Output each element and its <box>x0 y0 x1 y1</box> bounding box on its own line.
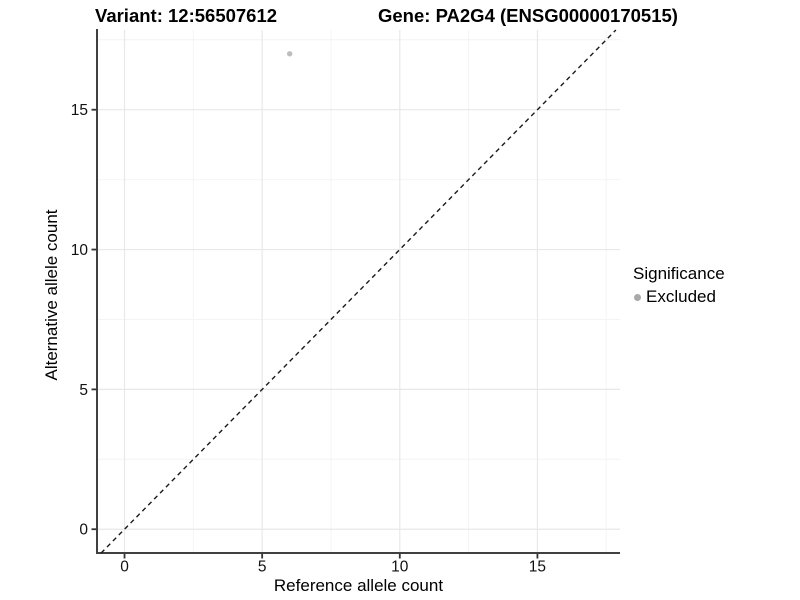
y-tick-label: 10 <box>71 242 89 259</box>
excluded-point-icon <box>634 293 641 301</box>
y-axis-title: Alternative allele count <box>42 209 61 381</box>
legend-item-label: Excluded <box>646 287 716 306</box>
x-tick-label: 0 <box>120 559 129 576</box>
x-axis-title: Reference allele count <box>273 576 444 595</box>
y-tick-label: 5 <box>79 382 88 399</box>
plot-title-gene: Gene: PA2G4 (ENSG00000170515) <box>378 5 678 26</box>
identity-reference-line <box>100 29 617 554</box>
x-tick-label: 10 <box>391 559 409 576</box>
legend-item: Excluded <box>634 287 725 307</box>
y-tick-label: 0 <box>79 522 88 539</box>
data-point <box>286 51 293 57</box>
x-tick-label: 5 <box>258 559 267 576</box>
y-tick-label: 15 <box>71 102 88 119</box>
plot-title-variant: Variant: 12:56507612 <box>95 5 278 26</box>
x-tick-label: 15 <box>529 559 546 576</box>
legend: Significance Excluded <box>633 264 725 307</box>
legend-title: Significance <box>633 264 725 283</box>
